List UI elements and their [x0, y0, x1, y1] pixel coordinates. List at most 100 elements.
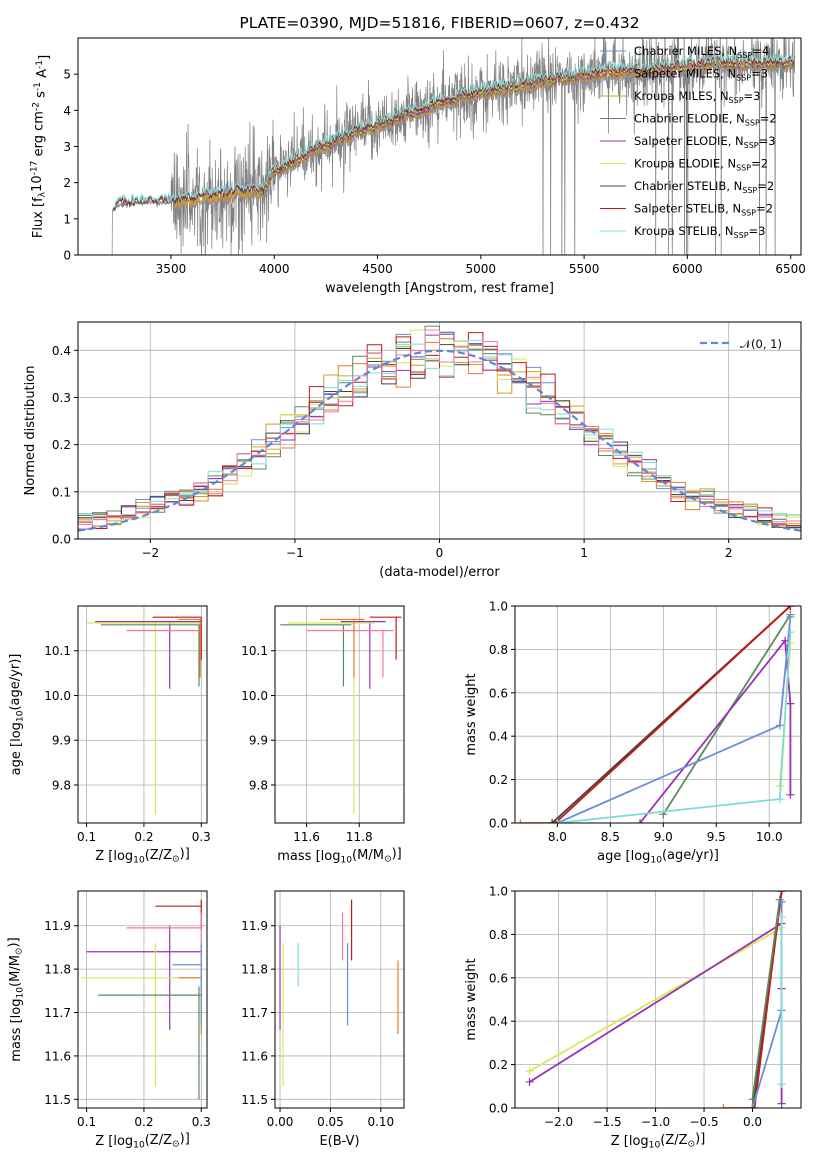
axes-frame: [514, 605, 802, 824]
weight-marker-salpeter_elodie: [786, 790, 795, 799]
data-point-pink: [126, 912, 202, 961]
chart-title: PLATE=0390, MJD=51816, FIBERID=0607, z=0…: [239, 14, 639, 32]
weight-marker-salpeter_miles: [516, 819, 525, 823]
y-tick-label: 0.2: [52, 438, 71, 452]
weight-line-kroupa_elodie: [529, 927, 783, 1072]
weight-marker-chabrier_miles: [748, 1104, 757, 1108]
x-axis-label: Z [log10​(Z/Z⊙​)]: [95, 1132, 190, 1151]
model-spectrum-line-chabrier_stelib: [112, 54, 796, 210]
weight-marker-salpeter_elodie: [786, 699, 795, 708]
y-tick-label: 0.0: [489, 817, 508, 831]
y-tick-label: 10.0: [44, 689, 71, 703]
data-point-salpeter_miles: [178, 618, 202, 678]
y-tick-label: 11.6: [241, 1049, 268, 1063]
weight-marker-salpeter_elodie: [777, 1099, 786, 1108]
weight-line-kroupa_stelib: [557, 631, 792, 823]
y-tick-label: 11.9: [44, 919, 71, 933]
x-tick-label: 8.0: [548, 830, 567, 844]
grid: [515, 606, 801, 823]
panel-residuals: −2 −1 0 1 2 0.0 0.1 0.2 0.3 0.4 (data-model)/error…: [23, 321, 802, 580]
x-tick-label: 11.6: [293, 830, 320, 844]
x-tick-label: 2: [725, 546, 733, 560]
legend-entry: Salpeter MILES, NSSP=3: [634, 67, 768, 83]
grid: [78, 891, 207, 1108]
y-tick-label: 1: [63, 212, 71, 226]
y-tick-label: 0.2: [489, 1058, 508, 1072]
y-tick-label: 10.0: [241, 689, 268, 703]
weight-line-salpeter_miles: [520, 606, 792, 823]
x-tick-label: 9.0: [654, 830, 673, 844]
axes-frame: [77, 605, 208, 824]
data-point-salpeter_miles: [178, 960, 202, 1035]
legend: Chabrier MILES, NSSP=4 Salpeter MILES, NS…: [600, 44, 777, 240]
weight-marker-salpeter_stelib: [551, 819, 560, 823]
data-point-chabrier_elodie: [98, 986, 202, 1100]
data-point-kroupa_elodie: [288, 622, 376, 815]
y-tick-label: 10.1: [241, 644, 268, 658]
legend-entry: Kroupa ELODIE, NSSP=2: [634, 157, 768, 173]
plot-area: [275, 606, 404, 823]
y-tick-label: 0.4: [489, 730, 508, 744]
x-tick-label: 0: [436, 546, 444, 560]
y-tick-label: 0.6: [489, 971, 508, 985]
y-tick-label: 11.7: [241, 1006, 268, 1020]
y-tick-label: 9.8: [52, 778, 71, 792]
legend-entry: Salpeter ELODIE, NSSP=3: [634, 134, 776, 150]
weight-marker-kroupa_elodie: [525, 1067, 534, 1076]
panel-mass_vs_ebv: 0.00 0.05 0.10 11.5 11.6 11.7 11.8 11.9 E(B-V): [241, 890, 405, 1149]
y-axis-label: Normed distribution: [23, 366, 38, 496]
y-tick-label: 11.6: [44, 1049, 71, 1063]
legend-entry: 𝒩(0, 1): [740, 337, 782, 351]
y-tick-label: 0: [63, 249, 71, 263]
weight-marker-kroupa_stelib: [777, 1080, 786, 1089]
x-tick-label: 0.1: [77, 1115, 96, 1129]
x-tick-label: 4000: [259, 262, 290, 276]
y-tick-label: 1.0: [489, 885, 508, 899]
x-tick-label: 5000: [466, 262, 497, 276]
model-spectrum-line-salpeter_stelib: [112, 53, 795, 210]
plot-area: [78, 891, 207, 1108]
weight-marker-kroupa_stelib: [775, 795, 784, 804]
data-point-salpeter_elodie: [340, 621, 386, 689]
y-tick-label: 0.4: [52, 344, 71, 358]
weight-marker-chabrier_miles: [775, 721, 784, 730]
legend-entry: Chabrier MILES, NSSP=4: [634, 44, 769, 60]
weight-marker-chabrier_miles: [777, 897, 786, 906]
y-tick-label: 0.3: [52, 391, 71, 405]
y-tick-label: 0.1: [52, 485, 71, 499]
y-tick-label: 0.0: [489, 1102, 508, 1116]
y-tick-label: 11.8: [44, 963, 71, 977]
x-axis-label: age [log10​(age/yr)]: [597, 848, 719, 866]
data-point-pink: [306, 630, 394, 678]
panel-weight_vs_age: 8.0 8.5 9.0 9.5 10.0 0.0 0.2 0.4 0.6 0.8 1.0 age [l…: [464, 600, 802, 866]
y-tick-label: 1.0: [489, 600, 508, 614]
y-tick-label: 3: [63, 140, 71, 154]
weight-marker-salpeter_stelib: [777, 891, 786, 895]
plot-area: [515, 606, 801, 823]
panel-weight_vs_Z: −2.0 −1.5 −1.0 −0.5 0.0 0.0 0.2 0.4 0.6 0.8 1.0 Z […: [464, 885, 802, 1151]
plot-area: [78, 606, 207, 823]
x-tick-label: 0.00: [267, 1115, 294, 1129]
panel-age_vs_mass: 11.6 11.8 9.8 9.9 10.0 10.1 mass [log10​(M/M⊙​…: [241, 605, 405, 866]
x-tick-label: 10.0: [756, 830, 783, 844]
y-tick-label: 9.9: [249, 734, 268, 748]
x-tick-label: 4500: [362, 262, 393, 276]
legend-entry: Chabrier STELIB, NSSP=2: [634, 179, 774, 195]
x-tick-label: 5500: [569, 262, 600, 276]
axes-frame: [274, 890, 405, 1109]
axes-frame: [77, 890, 208, 1109]
axes-frame: [274, 605, 405, 824]
x-tick-label: −0.5: [689, 1115, 718, 1129]
y-tick-label: 0.2: [489, 773, 508, 787]
axes-frame: [514, 890, 802, 1109]
x-tick-label: −2.0: [544, 1115, 573, 1129]
panel-age_vs_Z: 0.1 0.2 0.3 9.8 9.9 10.0 10.1 Z [log10​(Z/Z⊙​)]…: [8, 605, 211, 866]
y-tick-label: 9.8: [249, 778, 268, 792]
x-axis-label: Z [log10​(Z/Z⊙​)]: [611, 1132, 706, 1151]
weight-marker-kroupa_stelib: [777, 913, 786, 922]
legend-entry: Kroupa STELIB, NSSP=3: [634, 224, 765, 240]
weight-line-salpeter_stelib: [753, 891, 783, 1108]
weight-marker-kroupa_stelib: [786, 628, 795, 637]
x-tick-label: 3500: [156, 262, 187, 276]
axes-frame: [77, 321, 802, 540]
